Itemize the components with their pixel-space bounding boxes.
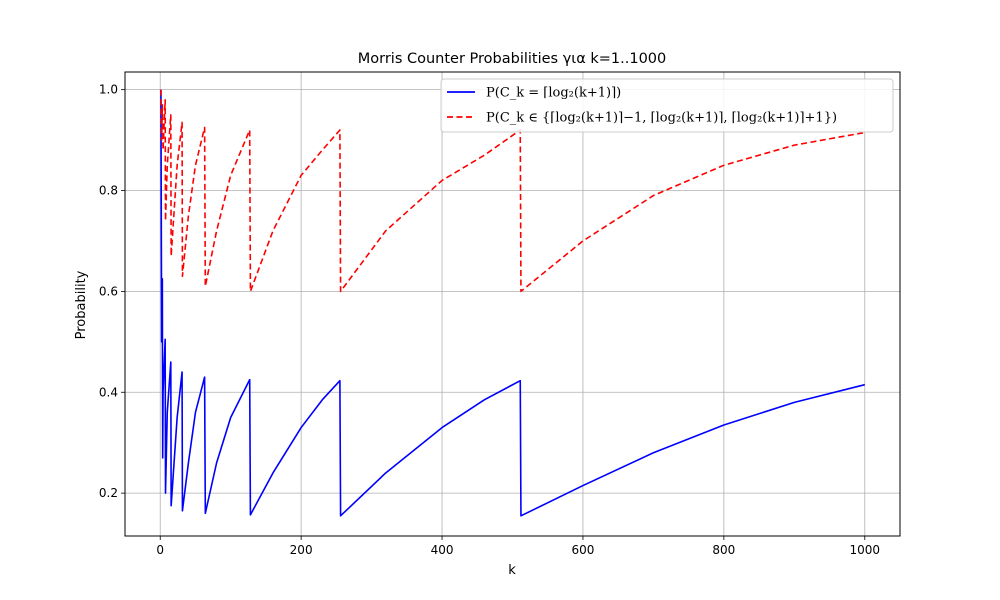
x-tick-label: 600	[572, 543, 595, 557]
chart-title: Morris Counter Probabilities για k=1..10…	[358, 51, 667, 67]
legend-entry-series-2: P(C_k ∈ {⌈log₂(k+1)⌉−1, ⌈log₂(k+1)⌉, ⌈lo…	[486, 111, 837, 126]
x-axis-label: k	[508, 563, 516, 578]
y-axis-label: Probability	[74, 270, 89, 339]
x-tick-label: 400	[431, 543, 454, 557]
y-tick-label: 0.8	[99, 184, 118, 198]
x-tick-label: 800	[712, 543, 735, 557]
plot-frame	[124, 71, 901, 537]
y-tick-label: 0.2	[99, 486, 118, 500]
x-tick-label: 200	[290, 543, 313, 557]
series-layer	[160, 89, 865, 517]
y-tick-label: 0.4	[99, 385, 118, 399]
y-tick-label: 0.6	[99, 284, 118, 298]
legend: P(C_k = ⌈log₂(k+1)⌉) P(C_k ∈ {⌈log₂(k+1)…	[440, 78, 894, 133]
legend-box	[440, 78, 894, 133]
series-line-1	[160, 89, 865, 517]
legend-entry-series-1: P(C_k = ⌈log₂(k+1)⌉)	[486, 86, 621, 101]
ticks: 0 200 400 600 800 1000 0.2 0.4 0.6 0.8 1.0	[99, 83, 880, 557]
y-tick-label: 1.0	[99, 83, 118, 97]
x-tick-label: 0	[156, 543, 164, 557]
x-tick-label: 1000	[849, 543, 880, 557]
